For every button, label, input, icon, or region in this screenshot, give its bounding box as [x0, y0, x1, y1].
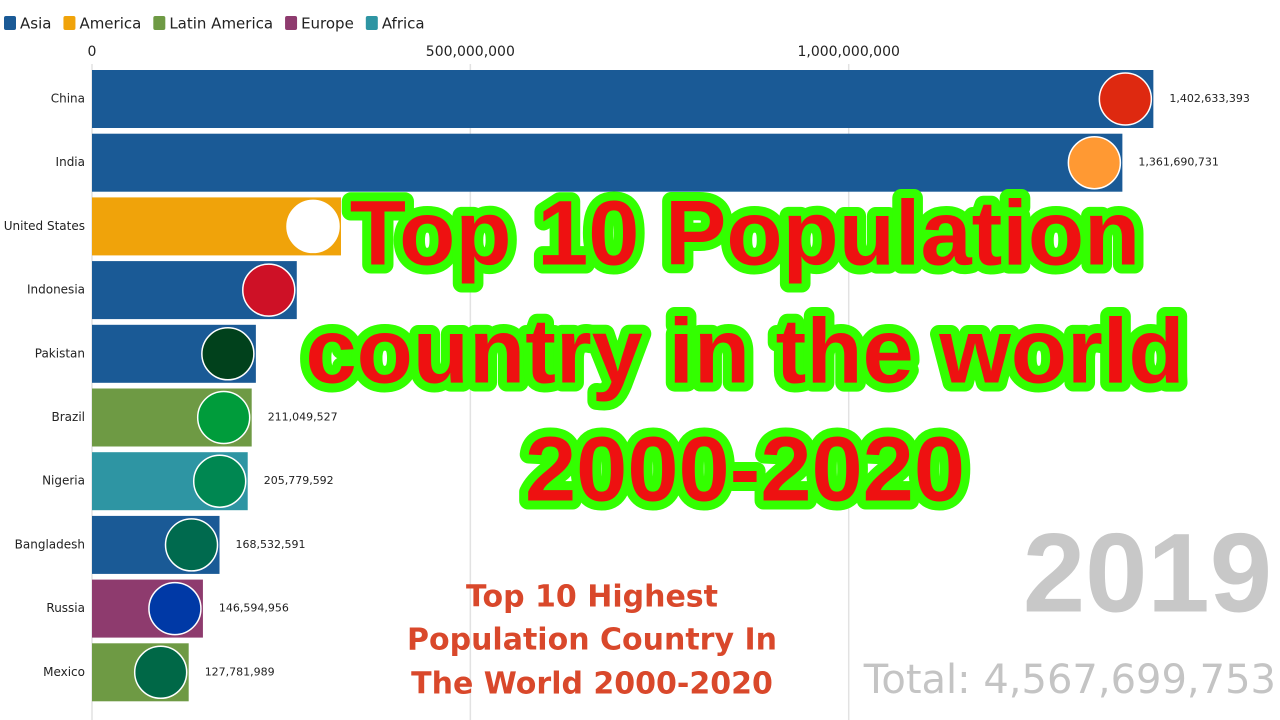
bars: China India United States Indonesia Pakistan… — [4, 70, 1250, 702]
flag — [1098, 72, 1153, 126]
category-label: Bangladesh — [15, 537, 85, 551]
value-label: 168,532,591 — [236, 538, 306, 551]
flag — [164, 518, 219, 572]
legend-swatch — [285, 16, 298, 30]
legend-label: America — [79, 15, 141, 33]
bar — [92, 70, 1154, 128]
x-tick-label: 500,000,000 — [426, 44, 515, 60]
category-label: Indonesia — [27, 283, 85, 297]
legend-label: Asia — [20, 15, 51, 33]
caption-line: Top 10 Highest — [466, 580, 718, 615]
flag — [192, 454, 247, 508]
legend-swatch — [365, 16, 378, 30]
legend-swatch — [63, 16, 76, 30]
overlay-title: 2000-2020 — [525, 418, 965, 520]
flag — [196, 390, 251, 445]
category-label: Nigeria — [42, 474, 85, 488]
flag — [148, 581, 202, 636]
bar — [92, 133, 1123, 192]
value-label: 205,779,592 — [264, 474, 334, 487]
category-label: United States — [4, 219, 85, 233]
legend-label: Europe — [301, 15, 354, 33]
year-label: 2019 — [1023, 511, 1272, 636]
caption-line: Population Country In — [407, 623, 777, 658]
overlay-title: country in the world — [305, 300, 1184, 402]
category-label: India — [56, 155, 85, 169]
category-label: China — [51, 92, 85, 106]
category-label: Pakistan — [35, 346, 85, 360]
value-label: 211,049,527 — [268, 411, 338, 424]
category-label: Russia — [46, 601, 85, 615]
x-tick-label: 1,000,000,000 — [797, 44, 899, 60]
x-tick-label: 0 — [88, 44, 97, 60]
legend-label: Latin America — [169, 15, 273, 33]
overlay-title: Top 10 Population — [350, 182, 1141, 284]
legend: Asia America Latin America Europe Africa — [4, 15, 425, 33]
flag — [201, 327, 255, 381]
flag — [133, 645, 188, 700]
category-label: Mexico — [43, 665, 85, 679]
value-label: 1,402,633,393 — [1169, 92, 1249, 105]
legend-swatch — [4, 16, 16, 30]
legend-swatch — [153, 16, 166, 30]
legend-label: Africa — [382, 15, 425, 33]
flag — [242, 263, 296, 317]
value-label: 127,781,989 — [205, 665, 275, 678]
flag — [286, 199, 340, 254]
caption-line: The World 2000-2020 — [411, 667, 773, 702]
total-label: Total: 4,567,699,753 — [863, 657, 1276, 703]
value-label: 1,361,690,731 — [1138, 156, 1218, 169]
category-label: Brazil — [52, 410, 86, 424]
value-label: 146,594,956 — [219, 602, 289, 615]
flag — [1067, 135, 1122, 190]
